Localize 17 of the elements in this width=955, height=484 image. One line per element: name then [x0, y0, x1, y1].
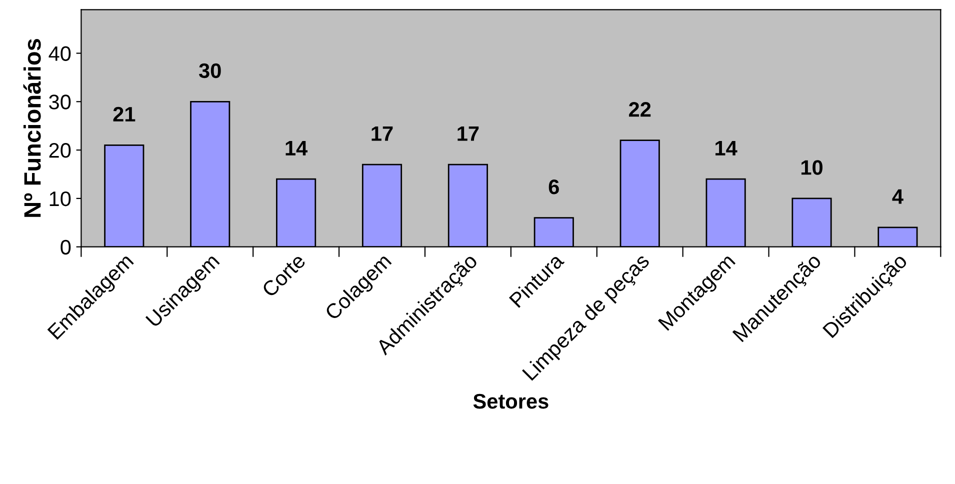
y-tick-label: 10 [50, 191, 71, 206]
data-label: 30 [198, 63, 221, 78]
y-tick-label: 40 [48, 46, 71, 61]
data-label: 6 [548, 179, 559, 194]
data-label: 4 [892, 189, 904, 204]
y-tick-label: 30 [49, 94, 71, 110]
data-label: 14 [286, 140, 308, 156]
y-tick-label: 20 [49, 143, 71, 158]
data-label: 17 [372, 126, 393, 141]
data-label: 21 [113, 106, 136, 122]
data-label: 14 [716, 140, 738, 156]
data-label: 10 [801, 160, 822, 175]
x-axis-title: Setores [473, 394, 548, 409]
y-axis-title: Nº Funcionários [23, 38, 41, 217]
data-label: 17 [458, 126, 479, 141]
y-tick-label: 0 [60, 240, 71, 255]
data-label: 22 [628, 102, 651, 117]
